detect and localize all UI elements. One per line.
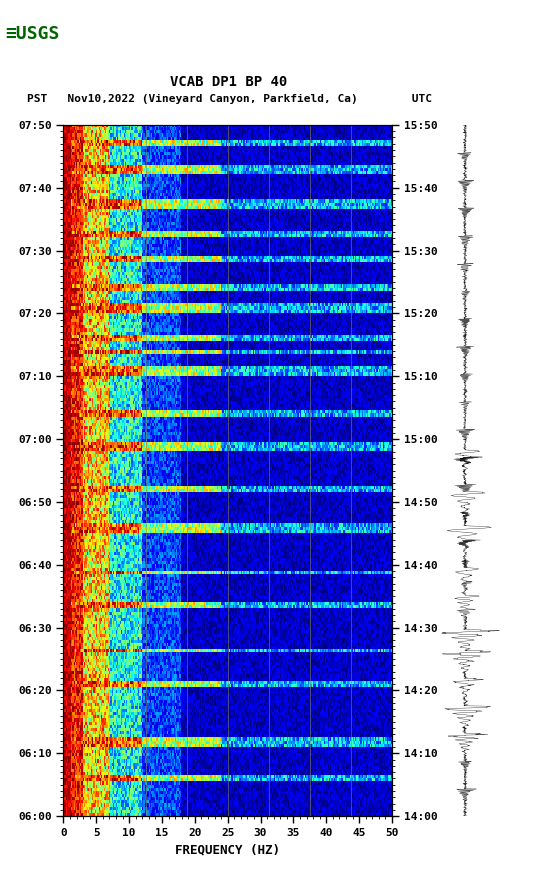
Text: VCAB DP1 BP 40: VCAB DP1 BP 40 — [171, 75, 288, 89]
Text: ≡USGS: ≡USGS — [6, 25, 60, 43]
Text: PST   Nov10,2022 (Vineyard Canyon, Parkfield, Ca)        UTC: PST Nov10,2022 (Vineyard Canyon, Parkfie… — [26, 95, 432, 104]
X-axis label: FREQUENCY (HZ): FREQUENCY (HZ) — [175, 844, 280, 856]
